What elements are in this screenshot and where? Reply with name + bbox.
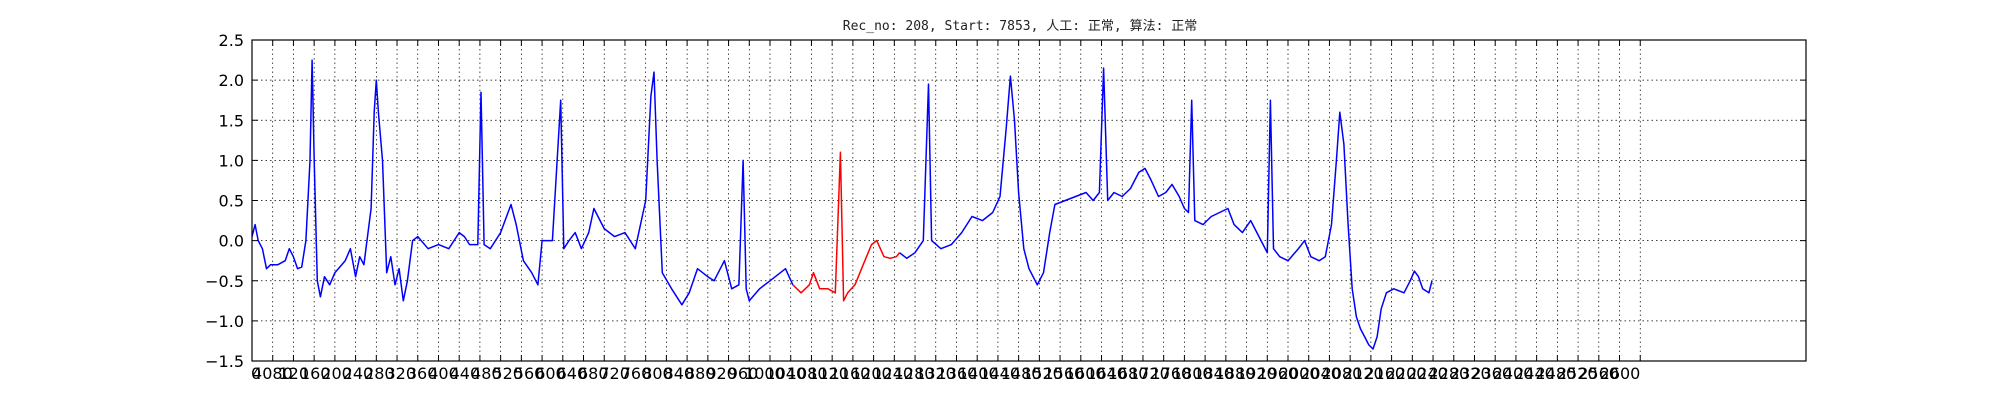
x-tick-label: 840 (664, 364, 695, 383)
x-tick-label: 320 (385, 364, 416, 383)
x-tick-label: 280 (364, 364, 395, 383)
x-tick-label: 2280 (1429, 364, 1470, 383)
x-tick-label: 1960 (1257, 364, 1298, 383)
x-tick-label: 800 (642, 364, 673, 383)
x-tick-label: 1880 (1215, 364, 1256, 383)
x-tick-label: 1120 (808, 364, 849, 383)
x-tick-label: 440 (450, 364, 481, 383)
series-line-1 (792, 151, 901, 302)
x-tick-label: 2240 (1407, 364, 1448, 383)
x-tick-label: 1320 (915, 364, 956, 383)
x-tick-label: 2120 (1343, 364, 1384, 383)
x-tick-label: 400 (428, 364, 459, 383)
y-tick-label: 1.5 (219, 111, 244, 130)
y-tick-label: −0.5 (205, 272, 244, 291)
x-tick-label: 200 (321, 364, 352, 383)
x-tick-label: 1720 (1129, 364, 1170, 383)
x-tick-label: 1440 (979, 364, 1020, 383)
x-tick-label: 1240 (872, 364, 913, 383)
x-tick-label: 2080 (1322, 364, 1363, 383)
x-tick-label: 160 (300, 364, 331, 383)
x-tick-label: 1000 (744, 364, 785, 383)
chart-title: Rec_no: 208, Start: 7853, 人工: 正常, 算法: 正常 (843, 19, 1197, 34)
y-tick-label: 0.0 (219, 232, 244, 251)
x-tick-label: 1640 (1086, 364, 1127, 383)
x-tick-label: 600 (535, 364, 566, 383)
x-tick-label: 1360 (937, 364, 978, 383)
x-tick-label: 2320 (1450, 364, 1491, 383)
x-tick-label: 1280 (894, 364, 935, 383)
x-tick-label: 2400 (1493, 364, 1534, 383)
x-tick-label: 680 (578, 364, 609, 383)
series-line-2 (899, 67, 1433, 350)
x-tick-label: 2040 (1300, 364, 1341, 383)
x-tick-label: 1840 (1193, 364, 1234, 383)
x-tick-label: 0 (251, 364, 261, 383)
x-tick-label: 1600 (1065, 364, 1106, 383)
y-tick-label: 0.5 (219, 192, 244, 211)
x-tick-label: 2440 (1514, 364, 1555, 383)
x-tick-label: 2560 (1578, 364, 1619, 383)
series-line-0 (251, 59, 794, 306)
x-tick-label: 720 (599, 364, 630, 383)
x-tick-label: 240 (343, 364, 374, 383)
x-tick-label: 1560 (1043, 364, 1084, 383)
y-tick-label: 2.5 (219, 31, 244, 50)
x-tick-label: 2360 (1471, 364, 1512, 383)
x-tick-label: 2520 (1557, 364, 1598, 383)
x-tick-label: 2600 (1600, 364, 1641, 383)
x-tick-label: 120 (279, 364, 310, 383)
x-tick-label: 2480 (1535, 364, 1576, 383)
y-tick-label: 2.0 (219, 71, 244, 90)
x-axis-ticks: 0408012016020024028032036040044048052056… (251, 40, 1641, 383)
x-tick-label: 1080 (787, 364, 828, 383)
y-tick-label: −1.5 (205, 352, 244, 371)
x-tick-label: 560 (514, 364, 545, 383)
x-tick-label: 1040 (765, 364, 806, 383)
x-tick-label: 640 (557, 364, 588, 383)
x-tick-label: 1400 (958, 364, 999, 383)
x-tick-label: 480 (471, 364, 502, 383)
x-tick-label: 1480 (1001, 364, 1042, 383)
x-tick-label: 360 (407, 364, 438, 383)
x-tick-label: 1920 (1236, 364, 1277, 383)
x-tick-label: 920 (706, 364, 737, 383)
y-tick-label: 1.0 (219, 151, 244, 170)
x-tick-label: 4080 (252, 364, 293, 383)
series-lines (251, 59, 1433, 350)
x-tick-label: 1200 (851, 364, 892, 383)
y-tick-label: −1.0 (205, 312, 244, 331)
x-tick-label: 2200 (1386, 364, 1427, 383)
grid-lines (251, 39, 1806, 362)
x-tick-label: 1520 (1022, 364, 1063, 383)
plot-frame (251, 39, 1807, 362)
x-tick-label: 1680 (1108, 364, 1149, 383)
x-tick-label: 2000 (1279, 364, 1320, 383)
x-tick-label: 1160 (830, 364, 871, 383)
x-tick-label: 2160 (1364, 364, 1405, 383)
x-tick-label: 960 (728, 364, 759, 383)
x-tick-label: 1800 (1172, 364, 1213, 383)
x-tick-label: 520 (492, 364, 523, 383)
x-tick-label: 1760 (1150, 364, 1191, 383)
x-tick-label: 880 (685, 364, 716, 383)
y-axis-ticks: 2.5 2.0 1.5 1.0 0.5 0.0 −0.5 −1.0 −1.5 (205, 31, 1806, 371)
x-tick-label: 760 (621, 364, 652, 383)
